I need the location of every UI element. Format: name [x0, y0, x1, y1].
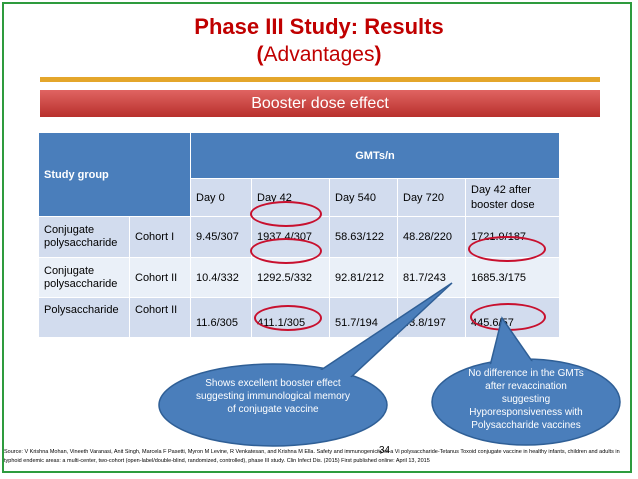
column-header: Day 42 [251, 178, 330, 217]
subtitle-open-paren: ( [256, 43, 264, 66]
subtitle-text: Advantages [263, 43, 375, 66]
table-header-row: Study group GMTs/n [38, 132, 560, 217]
right-callout-text: No difference in the GMTs after revaccin… [468, 368, 584, 431]
study-group-cell: Conjugate polysaccharide [38, 216, 130, 258]
column-header: Day 540 [329, 178, 398, 217]
study-group-cell: Conjugate polysaccharide [38, 257, 130, 298]
cohort-cell: Cohort I [129, 216, 191, 258]
cohort-cell: Cohort II [129, 257, 191, 298]
value-cell: 1937.4/307 [251, 216, 330, 258]
study-group-header: Study group [38, 132, 191, 217]
value-cell: 10.4/332 [190, 257, 252, 298]
left-callout-text: Shows excellent booster effect suggestin… [196, 378, 350, 415]
value-cell: 81.7/243 [397, 257, 466, 298]
slide-subtitle: (Advantages) [0, 43, 638, 67]
cohort-cell: Cohort II [129, 297, 191, 338]
section-banner: Booster dose effect [40, 90, 600, 117]
source-citation: Source: V Krishna Mohan, Vineeth Varanas… [4, 449, 620, 464]
column-header: Day 42 after booster dose [465, 178, 560, 217]
value-cell: 9.45/307 [190, 216, 252, 258]
right-callout-bubble [431, 316, 621, 446]
slide-number: 34 [379, 445, 391, 456]
table-row: Conjugate polysaccharide Cohort II 10.4/… [38, 257, 560, 298]
value-cell: 58.63/122 [329, 216, 398, 258]
left-callout-bubble [158, 282, 453, 447]
value-cell: 1685.3/175 [465, 257, 560, 298]
slide-frame [2, 2, 632, 473]
slide-title: Phase III Study: Results [194, 14, 444, 39]
value-cell: 11.6/305 [190, 297, 252, 338]
study-group-cell: Polysaccharide [38, 297, 130, 338]
value-cell: 92.81/212 [329, 257, 398, 298]
subtitle-close-paren: ) [374, 43, 382, 66]
title-divider [40, 77, 600, 82]
value-cell: 48.28/220 [397, 216, 466, 258]
table-subheader-row: Day 0 Day 42 Day 540 Day 720 Day 42 afte… [39, 178, 560, 217]
